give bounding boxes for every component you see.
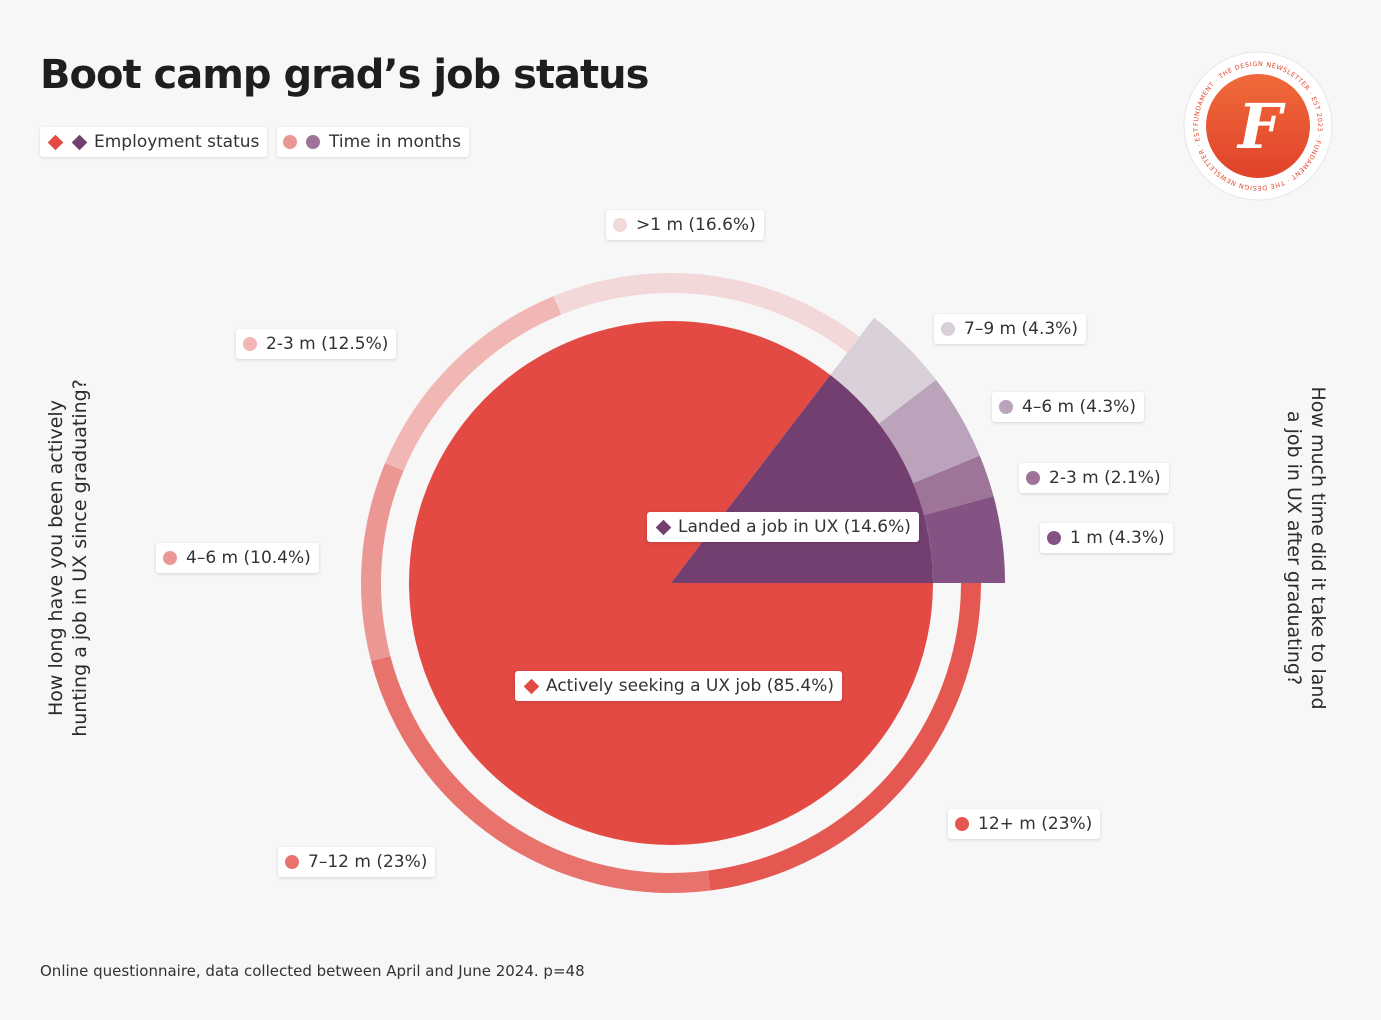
label-actively-seeking-text: Actively seeking a UX job (85.4%)	[546, 676, 834, 696]
right-axis-question: How much time did it take to land a job …	[1283, 386, 1329, 710]
dot-icon	[999, 400, 1013, 414]
dot-icon	[285, 855, 299, 869]
ring-landed-slice-2	[878, 379, 980, 484]
dot-icon	[163, 551, 177, 565]
left-axis-question: How long have you been actively hunting …	[45, 379, 91, 737]
label-landed-2-3: 2-3 m (2.1%)	[1019, 463, 1169, 493]
label-seeking-2-3-text: 2-3 m (12.5%)	[266, 334, 389, 354]
badge-letter: F	[1236, 90, 1286, 163]
diamond-icon	[655, 519, 672, 535]
label-landed-1m: 1 m (4.3%)	[1040, 523, 1173, 553]
dot-icon	[1047, 531, 1061, 545]
label-seeking-12plus: 12+ m (23%)	[948, 809, 1101, 839]
dot-icon	[941, 322, 955, 336]
badge-inner-circle	[1206, 74, 1310, 178]
chart-title: Boot camp grad’s job status	[40, 52, 649, 98]
label-landed-job: Landed a job in UX (14.6%)	[647, 512, 919, 542]
label-seeking-12plus-text: 12+ m (23%)	[978, 814, 1093, 834]
label-seeking-7-12: 7–12 m (23%)	[278, 847, 436, 877]
ring-landed-slice-3	[830, 317, 937, 424]
label-seeking-lt1: >1 m (16.6%)	[606, 210, 764, 240]
ring-seeking-slice-3	[385, 296, 562, 471]
ring-seeking-slice-0	[707, 583, 981, 891]
ring-seeking-slice-1	[371, 656, 711, 893]
label-landed-2-3-text: 2-3 m (2.1%)	[1049, 468, 1161, 488]
label-landed-7-9-text: 7–9 m (4.3%)	[964, 319, 1078, 339]
legend-employment-status: Employment status	[40, 127, 268, 157]
dot-icon	[955, 817, 969, 831]
label-landed-4-6: 4–6 m (4.3%)	[992, 392, 1144, 422]
ring-landed-slice-0	[923, 496, 1006, 583]
legend-time-in-months: Time in months	[277, 127, 469, 157]
label-actively-seeking: Actively seeking a UX job (85.4%)	[515, 671, 842, 701]
legend-employment-status-label: Employment status	[94, 132, 260, 152]
label-seeking-lt1-text: >1 m (16.6%)	[636, 215, 756, 235]
diamond-icon	[523, 678, 540, 694]
label-seeking-7-12-text: 7–12 m (23%)	[308, 852, 428, 872]
fundament-badge-logo: FUNDAMENT · THE DESIGN NEWSLETTER · EST …	[1182, 50, 1333, 201]
dot-icon	[1026, 471, 1040, 485]
ring-landed-slice-1	[913, 455, 994, 515]
dot-icon	[613, 218, 627, 232]
label-seeking-4-6: 4–6 m (10.4%)	[156, 543, 319, 573]
label-landed-1m-text: 1 m (4.3%)	[1070, 528, 1165, 548]
legend-time-in-months-label: Time in months	[329, 132, 461, 152]
label-landed-4-6-text: 4–6 m (4.3%)	[1022, 397, 1136, 417]
ring-seeking-slice-2	[361, 462, 404, 662]
dot-icon	[243, 337, 257, 351]
label-seeking-4-6-text: 4–6 m (10.4%)	[186, 548, 311, 568]
legend-dot-red-icon	[283, 135, 297, 149]
label-landed-job-text: Landed a job in UX (14.6%)	[678, 517, 911, 537]
ring-seeking-slice-4	[553, 273, 860, 353]
label-seeking-2-3: 2-3 m (12.5%)	[236, 329, 397, 359]
footnote: Online questionnaire, data collected bet…	[40, 962, 585, 980]
label-landed-7-9: 7–9 m (4.3%)	[934, 314, 1086, 344]
legend-dot-purple-icon	[306, 135, 320, 149]
